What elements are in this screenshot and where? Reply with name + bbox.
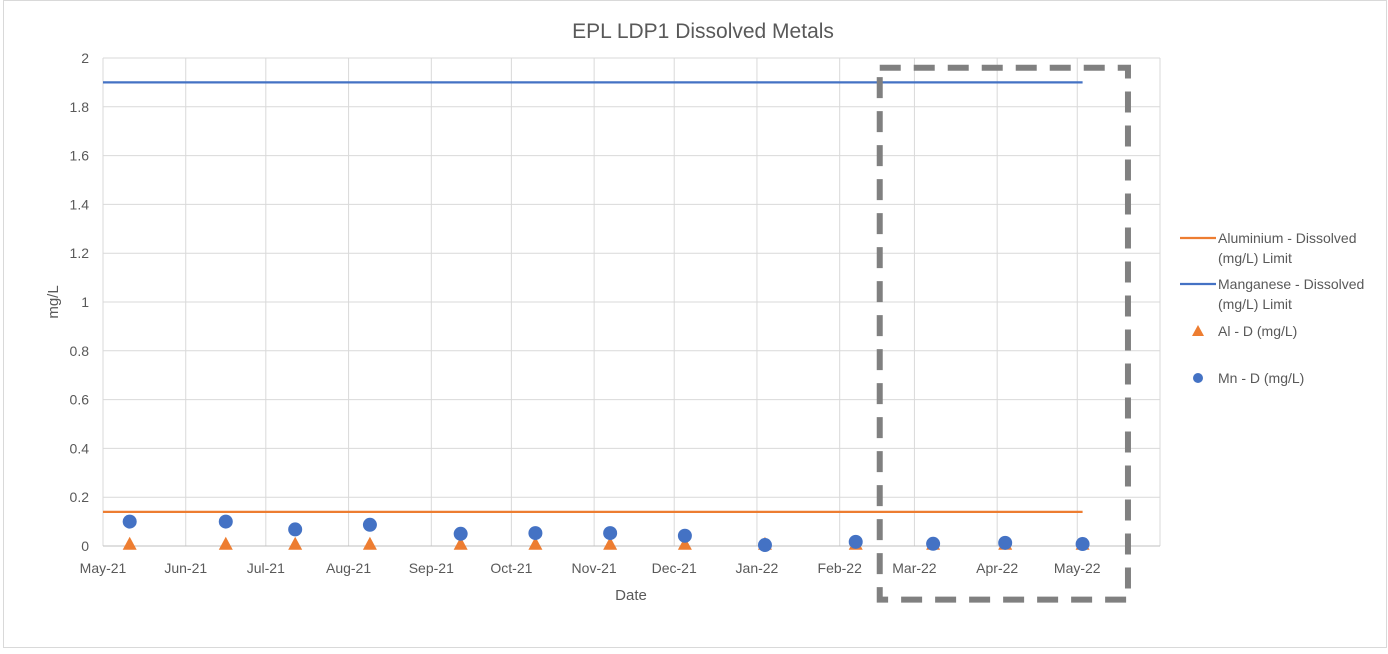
mn-data-point xyxy=(677,528,692,543)
legend-label: (mg/L) Limit xyxy=(1218,250,1292,266)
al-data-point xyxy=(603,536,618,550)
y-axis-title: mg/L xyxy=(45,285,62,318)
y-tick-label: 1.8 xyxy=(70,99,90,115)
al-data-point xyxy=(362,536,377,550)
x-axis-title: Date xyxy=(615,587,647,604)
chart-border xyxy=(3,0,1387,648)
x-tick-label: Dec-21 xyxy=(652,560,697,576)
x-tick-label: Nov-21 xyxy=(572,560,617,576)
x-tick-label: Apr-22 xyxy=(976,560,1018,576)
x-tick-label: Oct-21 xyxy=(490,560,532,576)
x-tick-label: Jun-21 xyxy=(164,560,207,576)
annotation-layer xyxy=(876,64,1131,603)
x-tick-label: Mar-22 xyxy=(892,560,937,576)
al-data-point xyxy=(218,536,233,550)
x-tick-label: Feb-22 xyxy=(818,560,863,576)
x-tick-label: Aug-21 xyxy=(326,560,371,576)
mn-data-point xyxy=(603,526,618,541)
mn-data-point xyxy=(1075,537,1090,552)
mn-data-point xyxy=(218,514,233,529)
chart-title: EPL LDP1 Dissolved Metals xyxy=(572,20,834,43)
x-tick-label: Jan-22 xyxy=(736,560,779,576)
legend-label: Al - D (mg/L) xyxy=(1218,323,1297,339)
y-tick-label: 1 xyxy=(81,294,89,310)
series-layer xyxy=(103,81,1090,553)
x-tick-label: Jul-21 xyxy=(247,560,285,576)
mn-data-point xyxy=(926,536,941,551)
al-data-point xyxy=(122,536,137,550)
y-tick-label: 0.6 xyxy=(70,392,90,408)
legend-triangle-key xyxy=(1192,325,1204,336)
y-tick-label: 2 xyxy=(81,50,89,66)
legend-label: Aluminium - Dissolved xyxy=(1218,230,1356,246)
y-tick-label: 0.4 xyxy=(70,440,90,456)
mn-data-point xyxy=(288,522,303,537)
legend: Aluminium - Dissolved (mg/L) Limit Mangane… xyxy=(1180,230,1364,386)
x-tick-label: May-22 xyxy=(1054,560,1101,576)
y-tick-label: 0.2 xyxy=(70,489,90,505)
mn-data-point xyxy=(757,538,772,553)
y-tick-label: 0.8 xyxy=(70,343,90,359)
highlight-box xyxy=(876,64,1131,603)
x-tick-label: May-21 xyxy=(80,560,127,576)
legend-label: (mg/L) Limit xyxy=(1218,296,1292,312)
y-tick-label: 0 xyxy=(81,538,89,554)
al-data-point xyxy=(677,536,692,550)
mn-data-point xyxy=(453,526,468,541)
mn-data-point xyxy=(848,534,863,549)
y-tick-label: 1.2 xyxy=(70,245,90,261)
legend-circle-key xyxy=(1193,373,1203,383)
grid-layer: 0 0.2 0.4 0.6 0.8 1 1.2 1.4 1.6 1.8 2 May-21 Jun-21 J… xyxy=(70,50,1161,576)
y-tick-label: 1.4 xyxy=(70,196,90,212)
x-tick-label: Sep-21 xyxy=(409,560,454,576)
legend-label: Manganese - Dissolved xyxy=(1218,276,1364,292)
mn-data-point xyxy=(362,517,377,532)
mn-data-point xyxy=(998,535,1013,550)
legend-label: Mn - D (mg/L) xyxy=(1218,370,1304,386)
mn-data-point xyxy=(122,514,137,529)
al-data-point xyxy=(528,536,543,550)
mn-data-point xyxy=(528,526,543,541)
al-data-point xyxy=(288,536,303,550)
al-data-point xyxy=(453,536,468,550)
y-tick-label: 1.6 xyxy=(70,148,90,164)
